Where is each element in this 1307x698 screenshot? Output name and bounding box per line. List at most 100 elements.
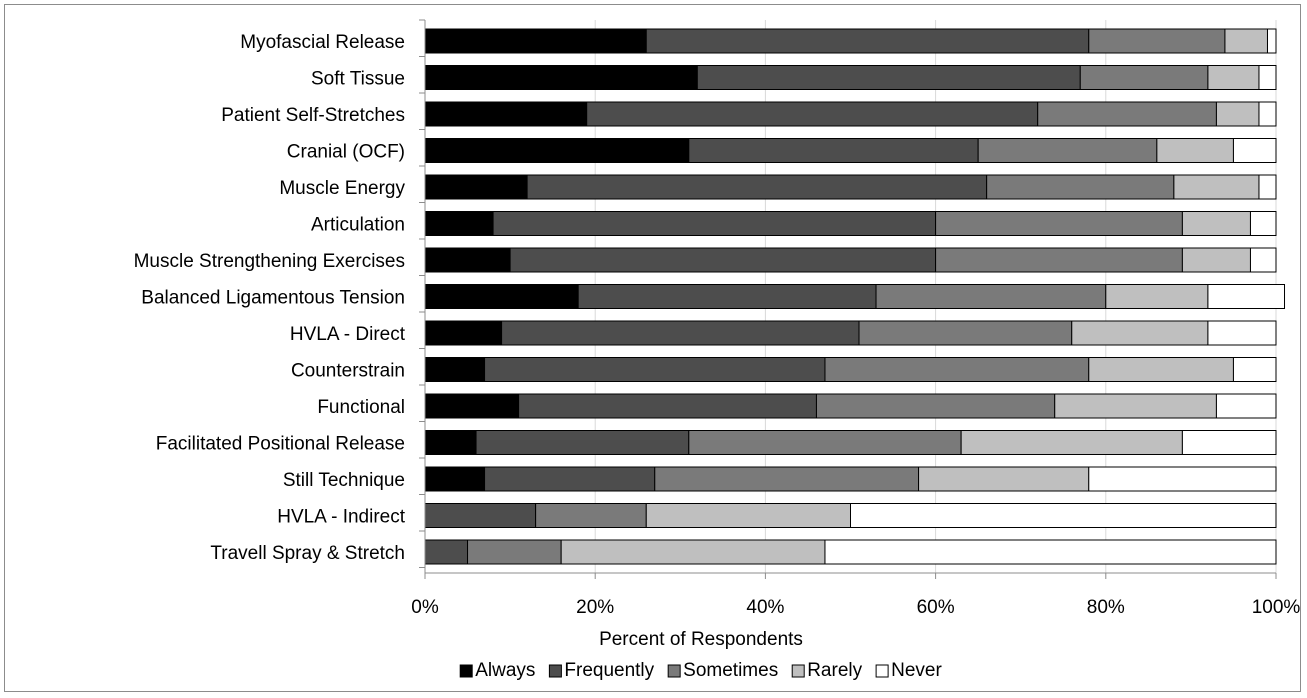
legend-swatch bbox=[667, 664, 681, 678]
x-tick-labels: 0% 20% 40% 60% 80% 100% bbox=[411, 597, 1300, 618]
bar-row bbox=[424, 101, 1277, 127]
bar-segment-frequently bbox=[509, 247, 937, 273]
bar-segment-never bbox=[1232, 357, 1277, 382]
bar-segment-rarely bbox=[1173, 174, 1260, 200]
category-labels: Myofascial Release Soft Tissue Patient Sel… bbox=[134, 32, 406, 564]
bar-segment-sometimes bbox=[1088, 28, 1226, 54]
legend-item-always: Always bbox=[459, 660, 535, 681]
bar-row bbox=[424, 247, 1277, 273]
bar-segment-rarely bbox=[1054, 393, 1217, 419]
bars bbox=[424, 28, 1286, 565]
legend-item-rarely: Rarely bbox=[791, 660, 863, 681]
bar-segment-never bbox=[1249, 211, 1277, 236]
bar-segment-always bbox=[424, 101, 588, 127]
bar-segment-frequently bbox=[586, 101, 1039, 127]
bar-row bbox=[424, 284, 1286, 309]
bar-segment-always bbox=[424, 357, 486, 382]
bar-segment-frequently bbox=[424, 539, 469, 565]
bar-segment-never bbox=[1181, 430, 1277, 455]
bar-segment-frequently bbox=[518, 393, 817, 419]
bar-segment-rarely bbox=[645, 503, 852, 528]
bar-segment-rarely bbox=[560, 539, 826, 565]
category-label: Facilitated Positional Release bbox=[156, 434, 405, 455]
bar-segment-sometimes bbox=[467, 539, 562, 565]
bar-segment-never bbox=[1207, 284, 1286, 309]
bar-segment-always bbox=[424, 284, 579, 309]
legend-label: Always bbox=[475, 660, 535, 681]
bar-row bbox=[424, 28, 1277, 54]
bar-segment-sometimes bbox=[935, 211, 1183, 236]
bar-segment-frequently bbox=[577, 284, 877, 309]
bar-segment-frequently bbox=[526, 174, 988, 200]
bar-segment-rarely bbox=[960, 430, 1183, 455]
bar-segment-sometimes bbox=[875, 284, 1107, 309]
bar-row bbox=[424, 211, 1277, 236]
bar-row bbox=[424, 357, 1277, 382]
bar-segment-frequently bbox=[484, 357, 826, 382]
category-label: Still Technique bbox=[283, 470, 405, 491]
bar-segment-always bbox=[424, 211, 494, 236]
bar-segment-sometimes bbox=[824, 357, 1090, 382]
category-label: Patient Self-Stretches bbox=[221, 105, 405, 126]
bar-segment-never bbox=[824, 539, 1277, 565]
category-label: Travell Spray & Stretch bbox=[210, 543, 405, 564]
category-label: Muscle Energy bbox=[279, 178, 405, 199]
bar-row bbox=[424, 174, 1277, 200]
legend-swatch bbox=[875, 664, 889, 678]
bar-segment-rarely bbox=[1156, 138, 1234, 163]
bar-segment-rarely bbox=[1088, 357, 1234, 382]
bar-segment-frequently bbox=[688, 138, 979, 163]
bar-segment-rarely bbox=[1207, 65, 1260, 90]
category-label: HVLA - Indirect bbox=[277, 507, 405, 528]
bar-row bbox=[424, 503, 1277, 528]
bar-segment-rarely bbox=[1224, 28, 1268, 54]
legend-item-sometimes: Sometimes bbox=[667, 660, 778, 681]
bar-row bbox=[424, 539, 1277, 565]
bar-row bbox=[424, 138, 1277, 163]
bar-segment-always bbox=[424, 65, 698, 90]
x-tick-label: 20% bbox=[576, 597, 614, 618]
bar-segment-sometimes bbox=[815, 393, 1056, 419]
bar-segment-sometimes bbox=[986, 174, 1175, 200]
x-tick-label: 80% bbox=[1087, 597, 1125, 618]
bar-segment-rarely bbox=[1215, 101, 1260, 127]
bar-row bbox=[424, 466, 1277, 492]
category-label: Myofascial Release bbox=[240, 32, 405, 53]
bar-segment-never bbox=[1215, 393, 1277, 419]
legend-swatch bbox=[459, 664, 473, 678]
bar-segment-sometimes bbox=[977, 138, 1158, 163]
legend-swatch bbox=[548, 664, 562, 678]
legend-label: Rarely bbox=[807, 660, 862, 681]
bar-row bbox=[424, 320, 1277, 346]
category-label: Cranial (OCF) bbox=[287, 142, 405, 163]
bar-row bbox=[424, 430, 1277, 455]
bar-segment-sometimes bbox=[1079, 65, 1209, 90]
legend-label: Frequently bbox=[564, 660, 654, 681]
x-tick-label: 60% bbox=[917, 597, 955, 618]
bar-segment-rarely bbox=[1071, 320, 1209, 346]
bar-segment-never bbox=[1249, 247, 1277, 273]
bar-segment-sometimes bbox=[535, 503, 647, 528]
bar-segment-sometimes bbox=[858, 320, 1073, 346]
x-axis-title: Percent of Respondents bbox=[599, 629, 803, 650]
bar-segment-always bbox=[424, 393, 520, 419]
legend-item-never: Never bbox=[875, 660, 942, 681]
axes bbox=[419, 19, 1277, 579]
bar-segment-frequently bbox=[484, 466, 656, 492]
category-label: Articulation bbox=[311, 215, 405, 236]
legend-item-frequently: Frequently bbox=[548, 660, 655, 681]
bar-segment-never bbox=[1232, 138, 1277, 163]
bar-segment-never bbox=[1258, 101, 1277, 127]
bar-segment-always bbox=[424, 430, 477, 455]
legend-label: Never bbox=[891, 660, 942, 681]
bar-segment-always bbox=[424, 466, 486, 492]
x-tick-label: 0% bbox=[411, 597, 439, 618]
bar-segment-never bbox=[1258, 65, 1277, 90]
x-tick-label: 100% bbox=[1252, 597, 1301, 618]
bar-segment-rarely bbox=[1181, 211, 1251, 236]
bar-segment-always bbox=[424, 320, 503, 346]
bar-segment-never bbox=[1258, 174, 1277, 200]
bar-segment-frequently bbox=[492, 211, 937, 236]
bar-segment-always bbox=[424, 247, 511, 273]
